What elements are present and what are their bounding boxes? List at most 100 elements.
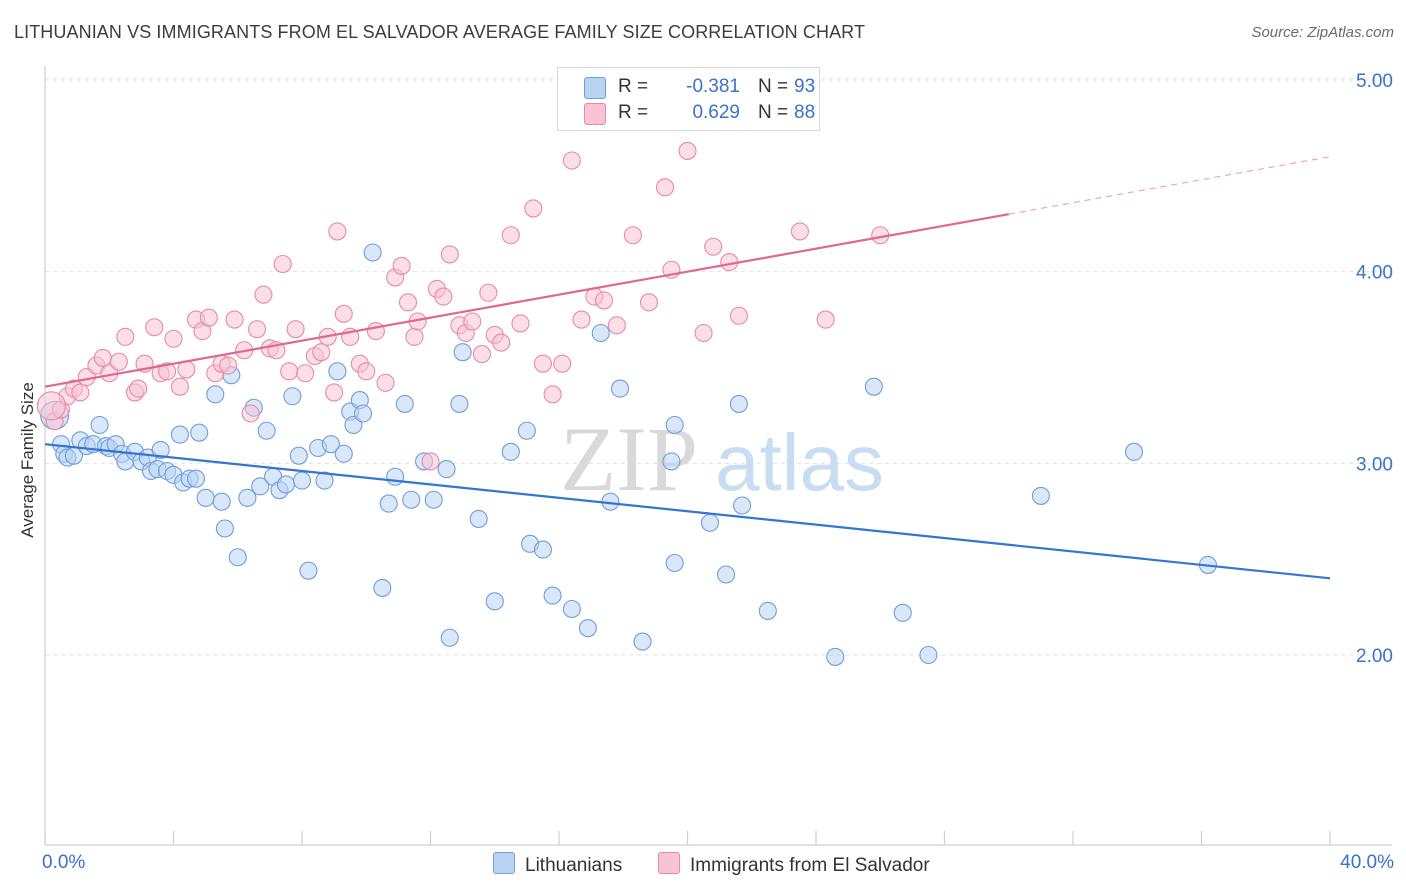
salvador-point [93, 348, 112, 367]
lithuanians-point [212, 492, 231, 511]
lithuanians-point [700, 513, 720, 532]
salvador-point [655, 178, 675, 197]
lithuanians-point [283, 387, 302, 406]
salvador-point [678, 141, 697, 160]
lithuanians-point [206, 385, 225, 404]
trend-lines [44, 156, 1331, 580]
salvador-point [357, 362, 376, 381]
lithuanians-point [716, 565, 736, 584]
salvador-point [405, 327, 424, 346]
salvador-point [472, 345, 491, 364]
lithuanians-point [729, 394, 748, 413]
salvador-point [254, 285, 273, 304]
correlation-legend: R = -0.381 N = 93 R = 0.629 N = 88 [557, 67, 820, 131]
lithuanians-point [440, 628, 459, 647]
lithuanians-point [190, 423, 209, 442]
lithuanians-point [633, 632, 652, 651]
lithuanians-point [292, 471, 312, 490]
y-tick-label: 5.00 [1356, 71, 1393, 92]
salvador-point [36, 391, 66, 421]
legend-r-label: R = [618, 102, 649, 123]
lithuanians-point [276, 475, 295, 494]
lithuanians-point [328, 362, 347, 381]
salvador-point [398, 293, 418, 312]
salvador-point [607, 316, 626, 335]
legend-r-label: R = [618, 76, 649, 97]
legend-r-value-salvador: 0.629 [692, 102, 740, 123]
salvador-point [594, 291, 614, 310]
salvador-point [572, 310, 591, 329]
lithuanians-point [919, 645, 938, 665]
grid-lines [45, 77, 1392, 656]
salvador-point [334, 304, 353, 323]
legend-r-value-lithuanians: -0.381 [686, 76, 740, 97]
salvador-point [328, 222, 347, 241]
legend-swatch-lithuanians [584, 77, 606, 99]
salvador-point [241, 404, 260, 423]
salvador-point [729, 306, 748, 325]
lithuanians-point [257, 421, 276, 440]
salvador-point [219, 356, 238, 375]
bottom-legend-label-lithuanians: Lithuanians [525, 855, 623, 876]
lithuanians-point [251, 477, 270, 496]
lithuanians-point [373, 578, 392, 597]
lithuanians-point [543, 586, 562, 605]
data-points [36, 141, 1217, 666]
salvador-point [280, 362, 299, 381]
salvador-point [247, 320, 267, 339]
lithuanians-point [469, 509, 488, 528]
salvador-point [145, 318, 164, 337]
salvador-point [694, 323, 713, 343]
lithuanians-point [151, 440, 170, 459]
y-tick-label: 4.00 [1356, 263, 1393, 284]
y-tick-label: 3.00 [1356, 454, 1393, 475]
lithuanians-point [238, 488, 257, 507]
lithuanians-point [315, 471, 334, 490]
lithuanians-point [562, 599, 581, 619]
salvador-point [704, 237, 723, 256]
salvador-point [816, 310, 835, 329]
lithuanians-point [1031, 486, 1050, 505]
salvador-trend-line [44, 213, 1009, 388]
salvador-point [273, 254, 292, 274]
lithuanians-point [758, 601, 777, 620]
legend-n-label: N = [758, 102, 789, 123]
lithuanians-point [186, 469, 206, 488]
legend-n-value-salvador: 88 [794, 102, 816, 123]
salvador-point [463, 312, 482, 331]
salvador-point [170, 377, 189, 396]
lithuanians-point [379, 494, 398, 513]
salvador-point [225, 310, 244, 329]
lithuanians-point [228, 548, 247, 567]
x-tick-label-right: 40.0% [1340, 852, 1394, 873]
salvador-point [376, 373, 395, 392]
salvador-point [492, 333, 511, 352]
lithuanians-point [299, 561, 318, 580]
lithuanians-point [450, 394, 469, 413]
salvador-point [286, 320, 305, 339]
lithuanians-point [501, 442, 520, 461]
salvador-point [325, 383, 344, 402]
lithuanians-point [437, 460, 456, 479]
salvador-point [71, 383, 90, 402]
lithuanians-point [424, 490, 443, 509]
lithuanians-point [733, 496, 752, 515]
salvador-point [543, 385, 562, 404]
lithuanians-point [591, 323, 610, 343]
lithuanians-point [517, 421, 536, 440]
chart-title: LITHUANIAN VS IMMIGRANTS FROM EL SALVADO… [14, 22, 866, 42]
lithuanians-point [170, 425, 189, 444]
salvador-point [440, 245, 459, 264]
chart-source: Source: ZipAtlas.com [1251, 24, 1394, 41]
lithuanians-point [289, 446, 308, 465]
salvador-point [312, 343, 331, 362]
salvador-point [553, 354, 572, 373]
salvador-point [434, 287, 453, 306]
lithuanians-point [485, 592, 504, 611]
lithuanians-point [363, 243, 382, 262]
lithuanians-point [1124, 442, 1144, 461]
salvador-point [199, 308, 218, 327]
lithuanians-point [402, 490, 421, 509]
lithuanians-point [864, 377, 883, 396]
